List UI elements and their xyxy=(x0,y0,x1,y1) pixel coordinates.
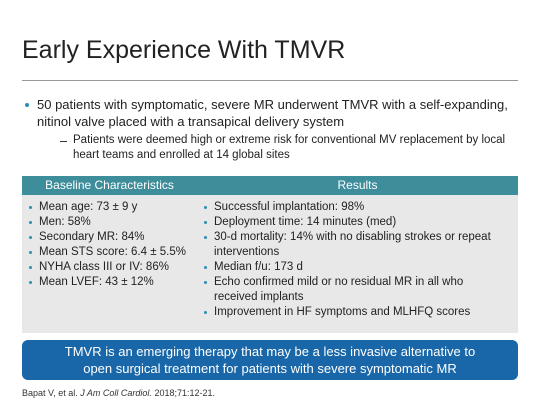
bullet-marker xyxy=(25,103,29,107)
citation-journal: J Am Coll Cardiol. xyxy=(80,388,152,398)
item-marker xyxy=(204,266,207,269)
item-marker xyxy=(204,221,207,224)
item-marker xyxy=(29,221,32,224)
item-text: Mean age: 73 ± 9 y xyxy=(39,201,138,213)
citation: Bapat V, et al. J Am Coll Cardiol. 2018;… xyxy=(22,388,215,398)
slide-title: Early Experience With TMVR xyxy=(22,36,346,64)
table-item: Mean LVEF: 43 ± 12% xyxy=(28,275,193,290)
item-text: NYHA class III or IV: 86% xyxy=(39,261,169,273)
item-text: 30-d mortality: 14% with no disabling st… xyxy=(214,231,491,258)
callout-box: TMVR is an emerging therapy that may be … xyxy=(22,340,518,380)
table-item: Secondary MR: 84% xyxy=(28,230,193,245)
item-text: Median f/u: 173 d xyxy=(214,261,303,273)
item-marker xyxy=(204,281,207,284)
item-marker xyxy=(204,206,207,209)
item-text: Secondary MR: 84% xyxy=(39,231,145,243)
item-marker xyxy=(204,236,207,239)
column-header: Baseline Characteristics xyxy=(45,178,174,192)
item-text: Echo confirmed mild or no residual MR in… xyxy=(214,276,464,303)
bullet-text: 50 patients with symptomatic, severe MR … xyxy=(37,97,508,129)
sub-bullet-marker xyxy=(60,141,67,142)
table-item: Mean age: 73 ± 9 y xyxy=(28,200,193,215)
table-column: Successful implantation: 98% Deployment t… xyxy=(203,200,503,320)
table-body: Mean age: 73 ± 9 y Men: 58% Secondary MR: … xyxy=(22,195,518,333)
table-item: Echo confirmed mild or no residual MR in… xyxy=(203,275,503,305)
citation-authors: Bapat V, et al. xyxy=(22,388,78,398)
callout-text: TMVR is an emerging therapy that may be … xyxy=(64,344,476,376)
table-item: Deployment time: 14 minutes (med) xyxy=(203,215,503,230)
item-text: Mean STS score: 6.4 ± 5.5% xyxy=(39,246,186,258)
table-item: Men: 58% xyxy=(28,215,193,230)
citation-details: 2018;71:12-21. xyxy=(154,388,215,398)
table-item: 30-d mortality: 14% with no disabling st… xyxy=(203,230,503,260)
table-item: Successful implantation: 98% xyxy=(203,200,503,215)
item-marker xyxy=(29,236,32,239)
item-text: Improvement in HF symptoms and MLHFQ sco… xyxy=(214,306,471,318)
table-item: NYHA class III or IV: 86% xyxy=(28,260,193,275)
item-marker xyxy=(29,281,32,284)
table-item: Median f/u: 173 d xyxy=(203,260,503,275)
column-header: Results xyxy=(337,178,378,192)
table-item: Improvement in HF symptoms and MLHFQ sco… xyxy=(203,305,503,320)
item-marker xyxy=(29,266,32,269)
title-rule xyxy=(22,80,518,81)
item-text: Deployment time: 14 minutes (med) xyxy=(214,216,397,228)
table-item: Mean STS score: 6.4 ± 5.5% xyxy=(28,245,193,260)
item-marker xyxy=(29,206,32,209)
sub-bullet-text: Patients were deemed high or extreme ris… xyxy=(73,134,506,161)
item-text: Mean LVEF: 43 ± 12% xyxy=(39,276,154,288)
table-column: Mean age: 73 ± 9 y Men: 58% Secondary MR: … xyxy=(28,200,193,290)
item-text: Men: 58% xyxy=(39,216,91,228)
table-header: Baseline Characteristics Results xyxy=(22,176,518,195)
item-marker xyxy=(204,311,207,314)
item-text: Successful implantation: 98% xyxy=(214,201,365,213)
item-marker xyxy=(29,251,32,254)
